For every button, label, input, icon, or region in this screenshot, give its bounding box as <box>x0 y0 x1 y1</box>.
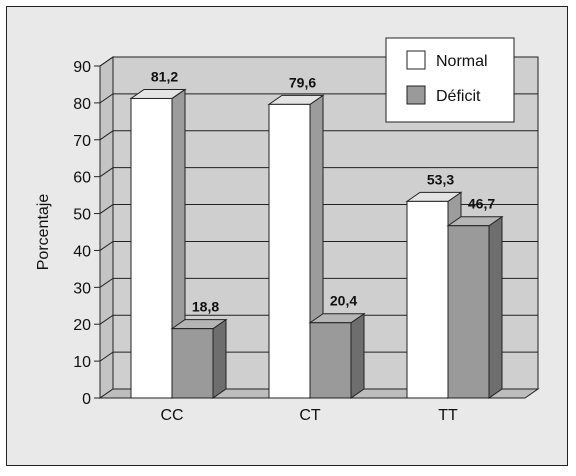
bar-side-ct-dficit <box>350 312 365 399</box>
value-label-tt-normal: 53,3 <box>427 171 454 187</box>
y-tick-label: 40 <box>73 243 91 260</box>
bar-side-tt-dficit <box>488 215 503 399</box>
bar-tt-dficit <box>447 225 490 399</box>
value-label-cc-dficit: 18,8 <box>192 299 219 315</box>
gridline <box>99 130 538 141</box>
y-tick-label: 0 <box>82 391 91 408</box>
value-label-tt-dficit: 46,7 <box>468 196 495 212</box>
legend-swatch-normal <box>406 50 426 70</box>
bar-side-cc-dficit <box>212 318 227 399</box>
gridline <box>99 204 538 214</box>
y-tick-label: 10 <box>73 354 91 371</box>
gridline <box>99 351 538 362</box>
category-label-cc: CC <box>160 407 183 424</box>
category-label-ct: CT <box>299 407 321 424</box>
category-label-tt: TT <box>438 407 458 424</box>
value-label-cc-normal: 81,2 <box>151 68 178 84</box>
legend-label-deficit: Déficit <box>436 88 481 105</box>
bar-cc-normal <box>130 97 173 399</box>
value-label-ct-dficit: 20,4 <box>330 293 357 309</box>
bar-cc-dficit <box>171 328 214 399</box>
gridline <box>99 277 538 288</box>
y-tick-label: 30 <box>73 280 91 297</box>
y-tick-label: 20 <box>73 317 91 334</box>
value-labels: 81,2 18,8 79,6 20,4 53,3 46,7 <box>151 68 495 314</box>
bars <box>129 88 504 399</box>
gridline <box>99 240 538 251</box>
y-tick-label: 50 <box>73 207 91 224</box>
bar-ct-dficit <box>309 322 352 399</box>
y-axis-label: Porcentaje <box>35 194 52 271</box>
y-tick-label: 60 <box>73 170 91 187</box>
y-tick-label: 90 <box>73 59 91 76</box>
legend-swatch-deficit <box>406 85 426 105</box>
legend-box <box>385 37 515 123</box>
bar-tt-normal <box>406 200 449 399</box>
side-wall <box>99 56 114 399</box>
bar-ct-normal <box>268 103 311 399</box>
x-axis: CC CT TT <box>160 407 458 424</box>
y-tick-label: 70 <box>73 133 91 150</box>
value-label-ct-normal: 79,6 <box>289 74 316 90</box>
gridline <box>99 314 538 325</box>
gridline <box>99 167 538 178</box>
legend-label-normal: Normal <box>436 53 488 70</box>
y-tick-label: 80 <box>73 96 91 113</box>
legend: Normal Déficit <box>385 37 515 123</box>
